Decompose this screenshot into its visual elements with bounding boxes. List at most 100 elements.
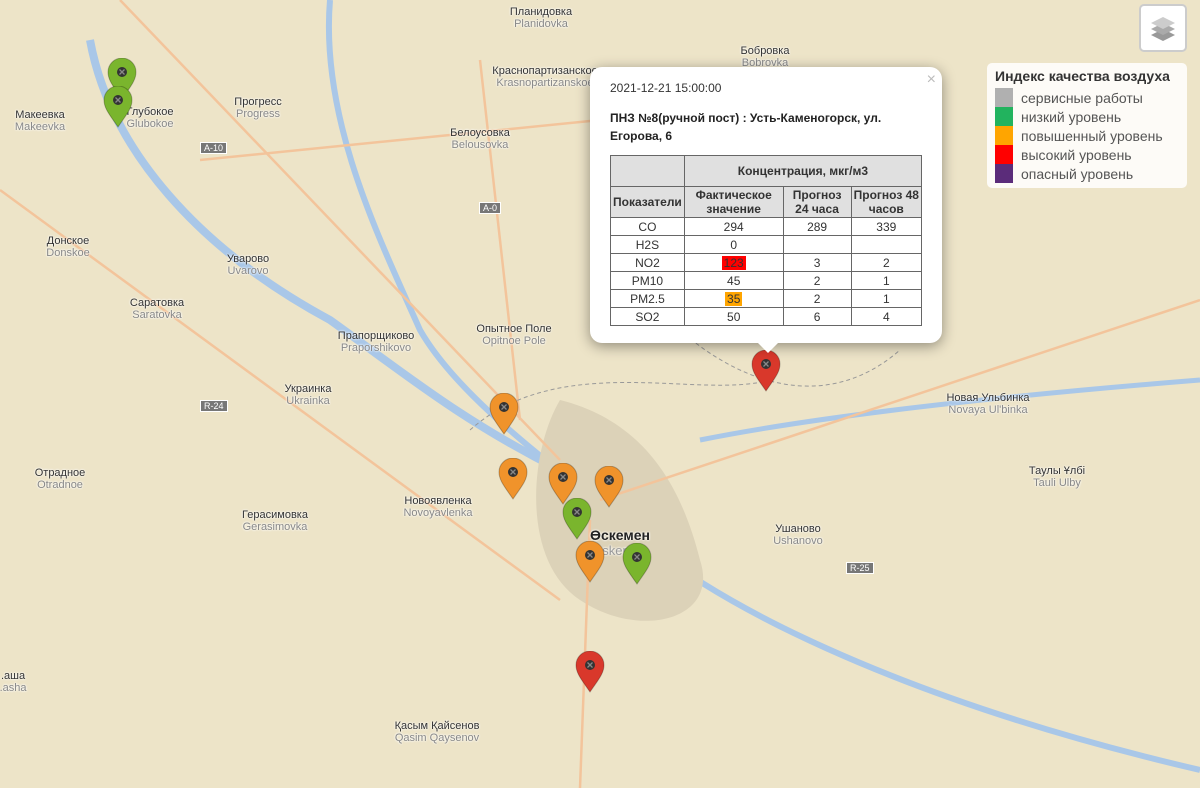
legend-title: Индекс качества воздуха: [995, 68, 1170, 84]
table-row: CO 294 289 339: [610, 217, 923, 236]
legend-swatch: [995, 145, 1013, 164]
station-marker-high[interactable]: [575, 650, 605, 693]
actual-cell: 35: [683, 289, 784, 308]
map-label: Макеевка Makeevka: [14, 109, 66, 133]
header-forecast-24: Прогноз 24 часа: [782, 186, 852, 218]
road-shield: A-10: [200, 142, 228, 154]
actual-value: 50: [727, 309, 741, 324]
legend-swatch: [995, 164, 1013, 183]
legend-swatch: [995, 126, 1013, 145]
forecast-48-value: 1: [850, 289, 923, 308]
legend-item: сервисные работы: [995, 88, 1179, 107]
legend-label: сервисные работы: [1021, 89, 1143, 106]
station-popup: × 2021-12-21 15:00:00 ПНЗ №8(ручной пост…: [590, 67, 942, 353]
legend-label: опасный уровень: [1021, 165, 1134, 182]
map-label: Отрадное Otradnoe: [34, 467, 86, 491]
legend-swatch: [995, 107, 1013, 126]
map-label: Донское Donskoe: [46, 235, 90, 259]
station-marker-elevated[interactable]: [498, 457, 528, 500]
forecast-48-value: 1: [850, 271, 923, 290]
actual-value: 294: [723, 219, 744, 234]
header-concentration: Концентрация, мкг/м3: [683, 155, 923, 187]
station-marker-high[interactable]: [751, 349, 781, 392]
legend-item: опасный уровень: [995, 164, 1179, 183]
table-row: NO2 123 3 2: [610, 253, 923, 272]
actual-cell: 50: [683, 307, 784, 326]
forecast-48-value: 4: [850, 307, 923, 326]
indicator-name: PM10: [610, 271, 685, 290]
legend-item: высокий уровень: [995, 145, 1179, 164]
road-shield: R-24: [200, 400, 228, 412]
header-forecast-48: Прогноз 48 часов: [850, 186, 923, 218]
table-row: PM2.5 35 2 1: [610, 289, 923, 308]
header-indicator: Показатели: [610, 186, 685, 218]
table-row: PM10 45 2 1: [610, 271, 923, 290]
station-marker-elevated[interactable]: [575, 540, 605, 583]
actual-value: 45: [727, 273, 741, 288]
legend-item: повышенный уровень: [995, 126, 1179, 145]
map-label: Прапорщиково Praporshikovo: [337, 330, 415, 354]
forecast-24-value: 289: [782, 217, 852, 236]
measurements-table: Концентрация, мкг/м3 Показатели Фактическ…: [610, 155, 923, 326]
map-label: Қасым Қайсенов Qasim Qaysenov: [394, 720, 480, 744]
forecast-24-value: [782, 235, 852, 254]
table-row: SO2 50 6 4: [610, 307, 923, 326]
legend-swatch: [995, 88, 1013, 107]
map-label: Краснопартизанское Krasnopartizanskoe: [492, 65, 598, 89]
air-quality-legend: Индекс качества воздуха сервисные работы…: [987, 63, 1187, 188]
station-marker-elevated[interactable]: [548, 462, 578, 505]
map-label: Глубокое Glubokoe: [126, 106, 174, 130]
map-label: Опытное Поле Opitnoe Pole: [476, 323, 552, 347]
map-label: Украинка Ukrainka: [284, 383, 332, 407]
actual-cell: 45: [683, 271, 784, 290]
actual-value: 123: [721, 255, 746, 270]
popup-station-title: ПНЗ №8(ручной пост) : Усть-Каменогорск, …: [610, 111, 882, 143]
map-label: Таулы Ұлбі Tauli Ulby: [1028, 465, 1086, 489]
map-label: Бобровка Bobrovka: [740, 45, 790, 69]
actual-value: 35: [725, 291, 743, 306]
map-label: Прогресс Progress: [234, 96, 282, 120]
legend-item: низкий уровень: [995, 107, 1179, 126]
station-marker-elevated[interactable]: [594, 465, 624, 508]
actual-value: 0: [730, 237, 738, 252]
popup-close-button[interactable]: ×: [926, 71, 936, 88]
layers-icon: [1151, 17, 1175, 41]
map-label: ...аша...asha: [0, 670, 27, 694]
layers-button[interactable]: [1139, 4, 1187, 52]
station-marker-elevated[interactable]: [489, 392, 519, 435]
station-marker-low[interactable]: [622, 542, 652, 585]
actual-cell: 123: [683, 253, 784, 272]
map-label: Новая Ульбинка Novaya Ul'binka: [946, 392, 1030, 416]
map-label: Белоусовка Belousovka: [450, 127, 510, 151]
forecast-48-value: 2: [850, 253, 923, 272]
forecast-24-value: 3: [782, 253, 852, 272]
indicator-name: NO2: [610, 253, 685, 272]
forecast-24-value: 2: [782, 271, 852, 290]
station-marker-low[interactable]: [562, 497, 592, 540]
forecast-24-value: 2: [782, 289, 852, 308]
map-label: Планидовка Planidovka: [509, 6, 573, 30]
map-label: Уварово Uvarovo: [226, 253, 270, 277]
map-label: Герасимовка Gerasimovka: [242, 509, 308, 533]
road-shield: R-25: [846, 562, 874, 574]
road-shield: A-0: [479, 202, 502, 214]
map-label: Саратовка Saratovka: [129, 297, 185, 321]
table-row: H2S 0: [610, 235, 923, 254]
legend-label: повышенный уровень: [1021, 127, 1163, 144]
forecast-48-value: [850, 235, 923, 254]
actual-cell: 294: [683, 217, 784, 236]
legend-label: низкий уровень: [1021, 108, 1122, 125]
indicator-name: PM2.5: [610, 289, 685, 308]
legend-label: высокий уровень: [1021, 146, 1132, 163]
map-label: Ушаново Ushanovo: [773, 523, 823, 547]
indicator-name: CO: [610, 217, 685, 236]
popup-timestamp: 2021-12-21 15:00:00: [610, 81, 722, 95]
indicator-name: H2S: [610, 235, 685, 254]
indicator-name: SO2: [610, 307, 685, 326]
station-marker-low[interactable]: [103, 85, 133, 128]
forecast-48-value: 339: [850, 217, 923, 236]
actual-cell: 0: [683, 235, 784, 254]
header-actual: Фактическое значение: [683, 186, 784, 218]
